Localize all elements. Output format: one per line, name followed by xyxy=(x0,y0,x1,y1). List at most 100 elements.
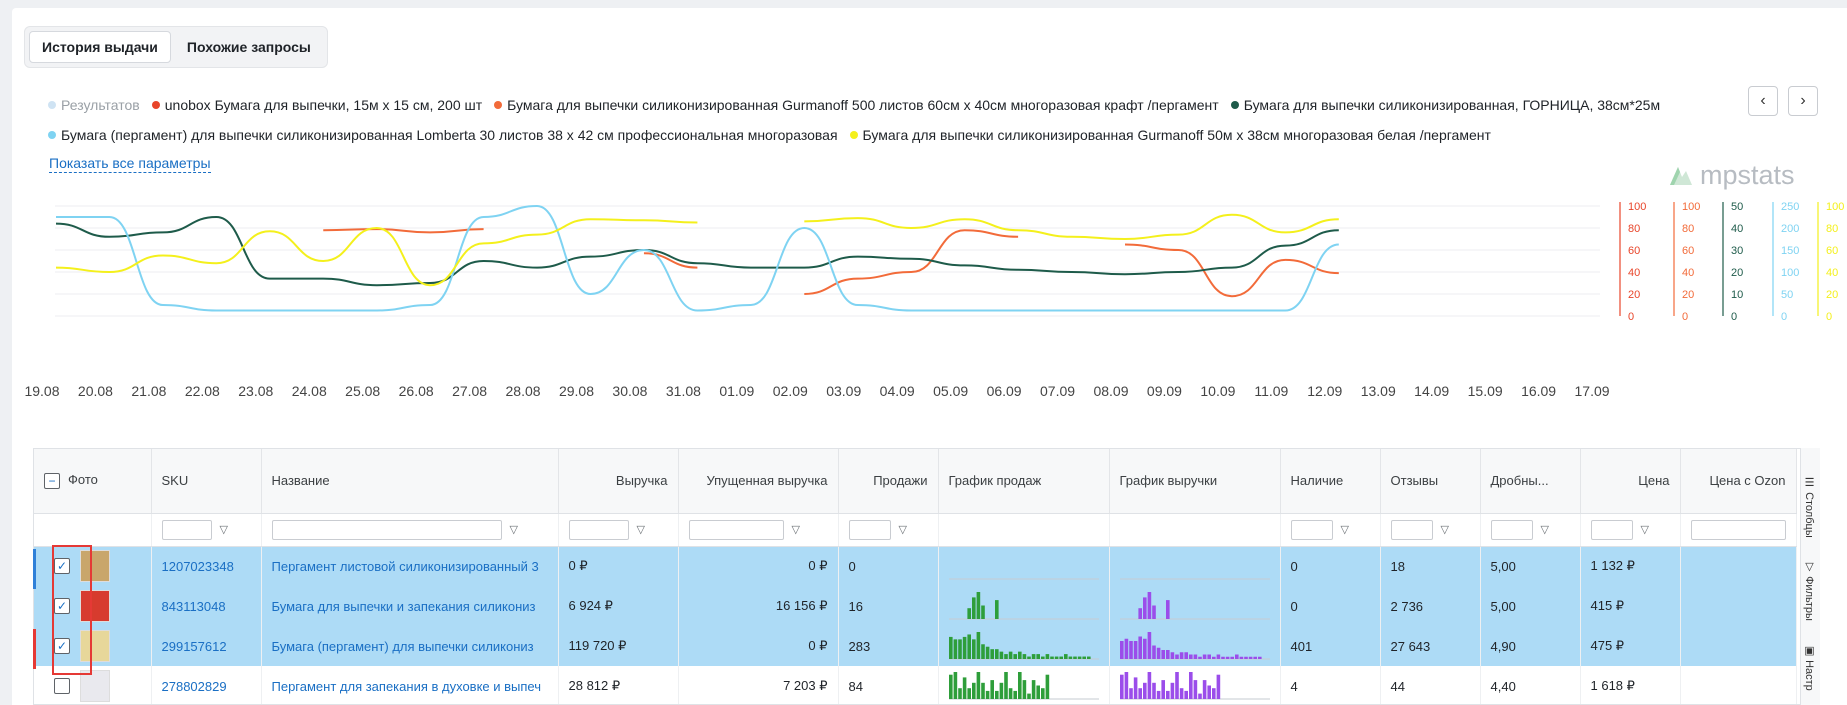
sparkline-bar xyxy=(1220,656,1225,659)
sparkline-bar xyxy=(1137,607,1142,619)
filter-funnel-icon[interactable]: ▽ xyxy=(1440,524,1449,536)
column-filter-input[interactable] xyxy=(848,519,891,540)
sales-cell: 0 xyxy=(838,546,939,586)
legend-next-button[interactable]: › xyxy=(1788,86,1818,116)
select-all-checkbox[interactable]: − xyxy=(44,473,60,490)
column-header[interactable]: График продаж xyxy=(938,449,1110,514)
row-checkbox[interactable] xyxy=(54,678,70,694)
column-filter-input[interactable] xyxy=(568,519,629,540)
y-tick-label: 10 xyxy=(1731,289,1743,301)
column-header[interactable]: Цена с Ozon xyxy=(1680,449,1797,514)
column-header[interactable]: SKU xyxy=(151,449,262,514)
sku-link[interactable]: 1207023348 xyxy=(151,546,262,586)
column-header[interactable]: Цена xyxy=(1580,449,1681,514)
x-tick-label: 09.09 xyxy=(1147,383,1182,399)
tab-similar-queries[interactable]: Похожие запросы xyxy=(186,39,311,55)
legend-item[interactable]: unobox Бумага для выпечки, 15м х 15 см, … xyxy=(151,90,482,120)
legend-item[interactable]: Бумага (пергамент) для выпечки силикониз… xyxy=(48,120,838,150)
filter-funnel-icon[interactable]: ▽ xyxy=(898,524,907,536)
sparkline-bar xyxy=(1119,640,1124,659)
product-name-link[interactable]: Бумага (пергамент) для выпечки силикониз xyxy=(261,626,559,666)
legend-prev-button[interactable]: ‹ xyxy=(1748,86,1778,116)
row-checkbox[interactable]: ✓ xyxy=(54,598,70,614)
sparkline-bar xyxy=(1072,656,1077,659)
side-tab-columns[interactable]: ☰ Столбцы xyxy=(1803,476,1815,538)
column-filter-input[interactable] xyxy=(271,519,502,540)
legend-item[interactable]: Бумага для выпечки силиконизированная Gu… xyxy=(849,120,1491,150)
column-header[interactable]: Выручка xyxy=(558,449,679,514)
x-tick-label: 23.08 xyxy=(238,383,273,399)
sku-link[interactable]: 278802829 xyxy=(151,666,262,704)
table-row[interactable]: 278802829 Пергамент для запекания в духов… xyxy=(34,666,1797,704)
y-tick-label: 0 xyxy=(1628,311,1634,323)
show-all-params-link[interactable]: Показать все параметры xyxy=(49,155,211,173)
legend-item[interactable]: Бумага для выпечки силиконизированная Gu… xyxy=(494,90,1219,120)
table-row[interactable]: ✓ 299157612 Бумага (пергамент) для выпечки… xyxy=(34,626,1797,666)
x-tick-label: 31.08 xyxy=(666,383,701,399)
table-row[interactable]: ✓ 1207023348 Пергамент листовой силиконизи… xyxy=(34,546,1797,586)
column-header[interactable]: Дробны... xyxy=(1480,449,1581,514)
column-header[interactable]: − Фото xyxy=(34,449,152,514)
series-line xyxy=(55,218,698,287)
sparkline-bar xyxy=(1128,640,1133,659)
x-tick-label: 05.09 xyxy=(933,383,968,399)
column-header[interactable]: Название xyxy=(261,449,559,514)
sales-chart-cell xyxy=(938,666,1110,704)
sparkline-bar xyxy=(1142,638,1147,659)
sku-link[interactable]: 843113048 xyxy=(151,586,262,626)
sparkline-bar xyxy=(989,679,994,699)
side-tab-settings[interactable]: ▣ Настр xyxy=(1803,644,1815,691)
column-filter-input[interactable] xyxy=(688,519,784,540)
y-tick-label: 250 xyxy=(1781,201,1799,213)
column-filter-input[interactable] xyxy=(1590,519,1633,540)
filter-funnel-icon[interactable]: ▽ xyxy=(1340,524,1349,536)
sparkline-chart xyxy=(1119,631,1270,659)
product-photo[interactable] xyxy=(80,550,110,583)
column-filter-input[interactable] xyxy=(161,519,212,540)
column-header[interactable]: Упущенная выручка xyxy=(678,449,839,514)
legend-item[interactable]: Бумага для выпечки силиконизированная, Г… xyxy=(1230,90,1660,120)
column-header[interactable]: Наличие xyxy=(1280,449,1381,514)
product-photo[interactable] xyxy=(80,670,110,702)
column-header[interactable]: Отзывы xyxy=(1380,449,1481,514)
product-name-link[interactable]: Бумага для выпечки и запекания силикониз xyxy=(261,586,559,626)
filter-funnel-icon[interactable]: ▽ xyxy=(219,524,228,536)
filter-funnel-icon[interactable]: ▽ xyxy=(1540,524,1549,536)
side-panel: ☰ Столбцы ▽ Фильтры ▣ Настр xyxy=(1800,448,1820,705)
x-tick-label: 25.08 xyxy=(345,383,380,399)
sparkline-bar xyxy=(1128,687,1133,699)
product-photo[interactable] xyxy=(80,590,110,622)
column-header[interactable]: График выручки xyxy=(1109,449,1281,514)
sku-link[interactable]: 299157612 xyxy=(151,626,262,666)
filter-funnel-icon[interactable]: ▽ xyxy=(509,524,518,536)
lost-revenue-cell: 7 203 ₽ xyxy=(678,666,839,704)
column-header[interactable]: Продажи xyxy=(838,449,939,514)
side-tab-filters[interactable]: ▽ Фильтры xyxy=(1803,560,1815,621)
column-filter-input[interactable] xyxy=(1290,519,1333,540)
sparkline-bar xyxy=(1142,596,1147,619)
filter-funnel-icon[interactable]: ▽ xyxy=(1640,524,1649,536)
y-tick-label: 60 xyxy=(1682,245,1694,257)
product-name-link[interactable]: Пергамент листовой силиконизированный 3 xyxy=(261,546,559,586)
filter-funnel-icon[interactable]: ▽ xyxy=(791,524,800,536)
row-checkbox[interactable]: ✓ xyxy=(54,558,70,575)
legend-item[interactable]: Результатов xyxy=(48,90,140,120)
y-tick-label: 100 xyxy=(1826,201,1844,213)
x-tick-label: 04.09 xyxy=(880,383,915,399)
sparkline-bar xyxy=(980,643,985,659)
sparkline-bar xyxy=(1012,690,1017,699)
sparkline-bar xyxy=(948,674,953,699)
product-name-link[interactable]: Пергамент для запекания в духовке и выпе… xyxy=(261,666,559,704)
table-row[interactable]: ✓ 843113048 Бумага для выпечки и запекания… xyxy=(34,586,1797,626)
column-filter-input[interactable] xyxy=(1490,519,1533,540)
product-photo[interactable] xyxy=(80,630,110,662)
column-filter-input[interactable] xyxy=(1690,519,1786,540)
revenue-cell: 6 924 ₽ xyxy=(558,586,679,626)
row-checkbox[interactable]: ✓ xyxy=(54,638,70,654)
products-table: − Фото SKU Название Выручка Упущенная выручка… xyxy=(33,448,1818,705)
column-filter-input[interactable] xyxy=(1390,519,1433,540)
filter-funnel-icon[interactable]: ▽ xyxy=(636,524,645,536)
y-tick-label: 80 xyxy=(1826,223,1838,235)
y-tick-label: 200 xyxy=(1781,223,1799,235)
tab-history[interactable]: История выдачи xyxy=(29,31,171,63)
